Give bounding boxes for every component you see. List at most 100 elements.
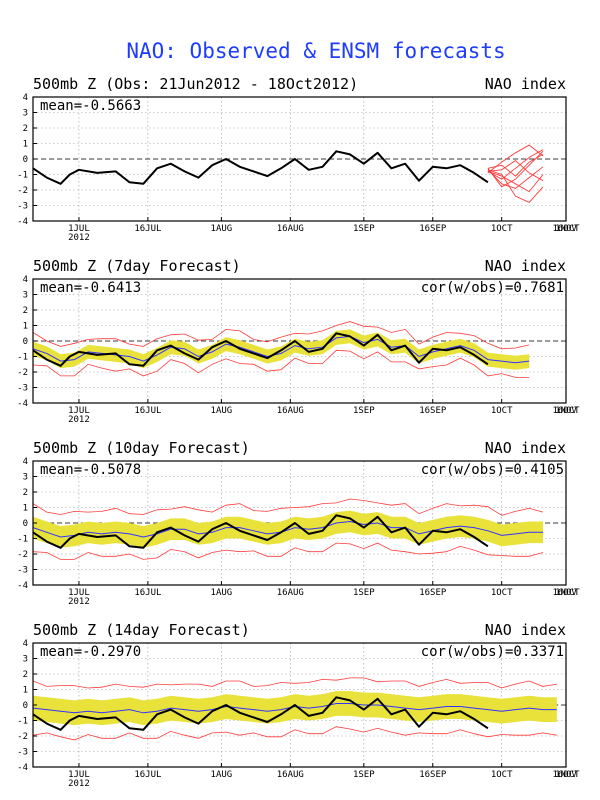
y-tick-label: -1 [17,535,28,545]
plot-area [33,677,557,741]
y-tick-label: -3 [17,384,28,394]
y-tick-label: 4 [23,275,28,285]
x-tick-label: 1AUG [211,406,233,416]
mean-stat: mean=-0.5078 [40,462,141,478]
x-tick-label: 1NOV [555,224,577,234]
y-tick-label: 2 [23,124,28,134]
y-tick-label: -3 [17,566,28,576]
x-year-label: 2012 [68,233,90,243]
x-tick-label: 16AUG [277,224,304,234]
y-tick-label: 1 [23,686,28,696]
observed-line [33,150,489,185]
x-tick-label: 1NOV [555,770,577,780]
x-tick-label: 16OCT [552,406,580,416]
x-tick-label: 1SEP [353,588,375,598]
y-tick-label: 1 [23,140,28,150]
mean-stat: mean=-0.2970 [40,644,141,660]
y-tick-label: -2 [17,186,28,196]
mean-stat: mean=-0.6413 [40,280,141,296]
observed-line [33,514,489,549]
y-tick-label: -2 [17,732,28,742]
x-tick-label: 16JUL [134,588,161,598]
x-tick-label: 16OCT [552,588,580,598]
y-tick-label: 2 [23,306,28,316]
x-tick-label: 16SEP [419,224,447,234]
y-tick-label: 0 [23,155,28,165]
forecast-member-line [487,160,544,182]
panel-index-label: NAO index [485,75,566,93]
x-tick-label: 16AUG [277,406,304,416]
forecast-member-line [487,170,544,193]
y-tick-label: 0 [23,519,28,529]
y-tick-label: -3 [17,202,28,212]
observed-line [33,696,489,731]
x-tick-label: 16OCT [552,224,580,234]
y-tick-label: -2 [17,550,28,560]
x-tick-label: 16OCT [552,770,580,780]
ensemble-mean-line [33,703,557,714]
forecast-member-line [487,144,544,174]
panel-title: 500mb Z (7day Forecast) [33,257,241,275]
x-tick-label: 1SEP [353,224,375,234]
y-tick-label: -3 [17,748,28,758]
x-tick-label: 1OCT [491,770,513,780]
x-tick-label: 1JUL [68,588,90,598]
x-tick-label: 1OCT [491,224,513,234]
correlation-stat: cor(w/obs)=0.4105 [421,462,564,478]
panel-title: 500mb Z (14day Forecast) [33,621,250,639]
panel-2: 500mb Z (7day Forecast) NAO index -4 -3 -2 -1… [17,257,580,425]
forecast-member-line [487,149,544,180]
envelope-lower [33,726,557,741]
panels: 500mb Z (Obs: 21Jun2012 - 18Oct2012) NAO … [17,75,580,789]
plot-area [33,321,530,378]
envelope-upper [33,321,530,350]
plot-area [33,498,544,560]
x-tick-label: 16SEP [419,406,447,416]
x-tick-label: 1NOV [555,588,577,598]
x-tick-label: 1JUL [68,406,90,416]
x-tick-label: 16SEP [419,770,447,780]
correlation-stat: cor(w/obs)=0.7681 [421,280,564,296]
y-tick-label: -1 [17,353,28,363]
panel-3: 500mb Z (10day Forecast) NAO index -4 -3 -2 -… [17,439,580,607]
correlation-stat: cor(w/obs)=0.3371 [421,644,564,660]
plot-area [33,144,544,203]
observed-line [33,332,489,367]
y-tick-label: 4 [23,93,28,103]
y-tick-label: 1 [23,504,28,514]
x-tick-label: 1JUL [68,224,90,234]
figure-title: NAO: Observed & ENSM forecasts [126,39,505,63]
y-tick-label: -4 [17,217,28,227]
panel-index-label: NAO index [485,621,566,639]
x-tick-label: 1JUL [68,770,90,780]
panel-title: 500mb Z (10day Forecast) [33,439,250,457]
y-tick-label: 3 [23,473,28,483]
x-year-label: 2012 [68,779,90,789]
x-tick-label: 1SEP [353,406,375,416]
x-tick-label: 1AUG [211,770,233,780]
y-tick-label: 1 [23,322,28,332]
ensemble-mean-line [33,520,543,538]
x-year-label: 2012 [68,597,90,607]
mean-stat: mean=-0.5663 [40,98,141,114]
ensemble-spread [33,510,543,548]
x-tick-label: 1AUG [211,224,233,234]
x-tick-label: 16AUG [277,588,304,598]
y-tick-label: -4 [17,399,28,409]
y-tick-label: 3 [23,291,28,301]
y-tick-label: -4 [17,581,28,591]
envelope-upper [33,498,544,516]
ensemble-mean-line [33,335,530,364]
x-tick-label: 1SEP [353,770,375,780]
x-tick-label: 16JUL [134,224,161,234]
x-tick-label: 16SEP [419,588,447,598]
x-tick-label: 1OCT [491,406,513,416]
x-tick-label: 1NOV [555,406,577,416]
envelope-lower [33,349,530,378]
x-tick-label: 1OCT [491,588,513,598]
panel-4: 500mb Z (14day Forecast) NAO index -4 -3 -2 -… [17,621,580,789]
x-tick-label: 16JUL [134,770,161,780]
y-tick-label: 4 [23,639,28,649]
